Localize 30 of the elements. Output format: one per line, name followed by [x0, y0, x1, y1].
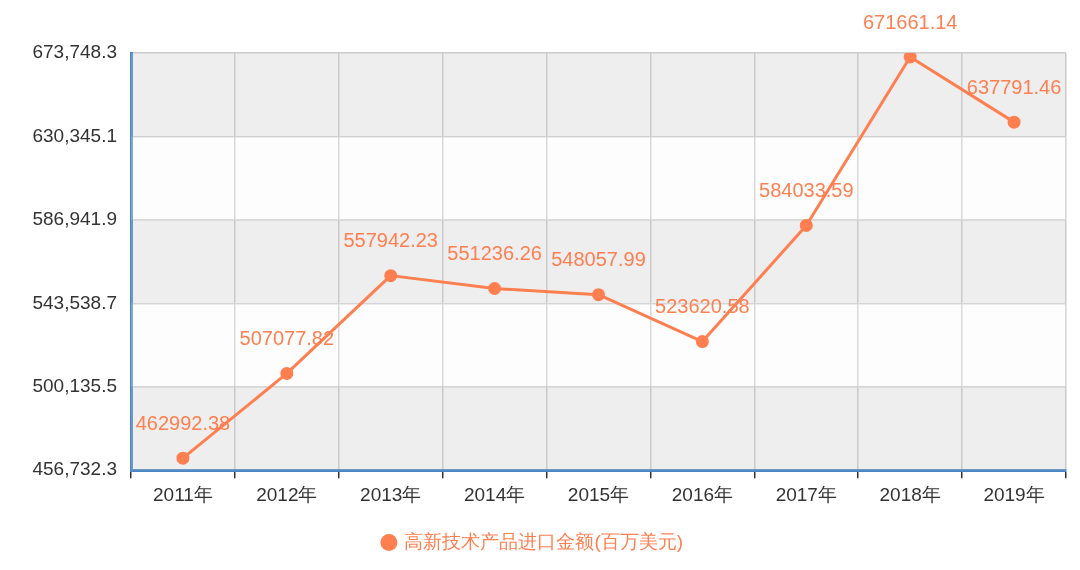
x-tick-label: 2012年: [256, 483, 318, 505]
data-label: 637791.46: [966, 75, 1062, 98]
point: [384, 269, 398, 283]
point: [488, 282, 502, 296]
x-tick-label: 2017年: [775, 483, 837, 505]
point: [695, 335, 709, 349]
point: [592, 288, 605, 302]
x-tick-label: 2013年: [360, 483, 422, 505]
y-tick-label: 673,748.3: [32, 41, 117, 63]
point: [799, 218, 813, 232]
data-label: 557942.23: [343, 229, 438, 252]
data-label: 671661.14: [862, 10, 958, 33]
point: [176, 451, 190, 465]
x-tick-label: 2019年: [983, 483, 1045, 505]
x-tick-label: 2016年: [671, 483, 734, 505]
legend-label: 高新技术产品进口金额(百万美元): [404, 530, 684, 552]
point: [1007, 115, 1021, 129]
point: [903, 53, 917, 64]
x-tick-label: 2011年: [153, 483, 213, 505]
x-tick-label: 2018年: [879, 483, 941, 505]
y-tick-label: 456,732.3: [32, 458, 117, 480]
x-tick-label: 2014年: [463, 483, 526, 505]
y-tick-label: 500,135.5: [32, 374, 117, 396]
data-label: 551236.26: [447, 242, 542, 265]
data-label: 548057.99: [551, 248, 646, 271]
y-tick-label: 586,941.9: [32, 208, 117, 230]
point: [280, 366, 294, 380]
y-tick-label: 543,538.7: [32, 291, 117, 313]
x-tick-label: 2015年: [567, 483, 630, 505]
y-tick-label: 630,345.1: [32, 124, 117, 146]
